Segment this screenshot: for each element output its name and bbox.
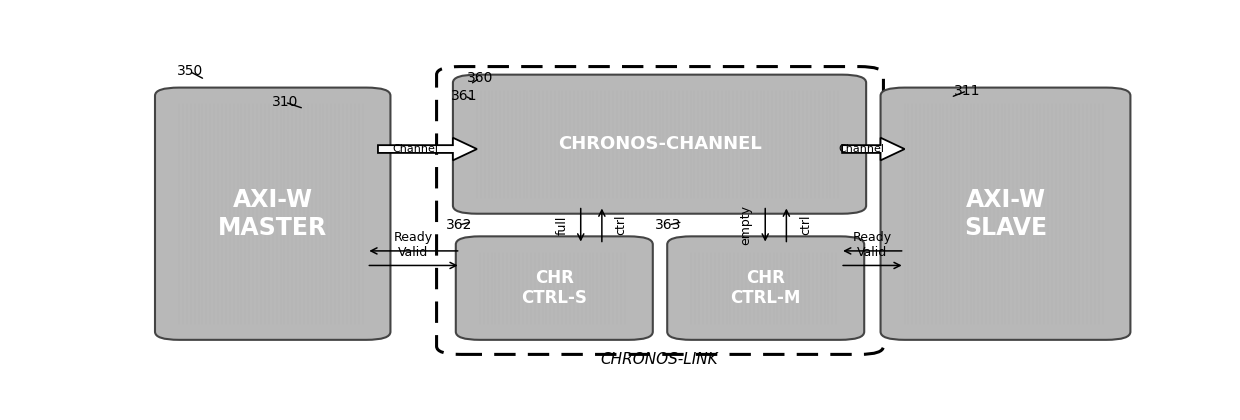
Text: Valid: Valid — [398, 246, 429, 259]
Polygon shape — [842, 138, 905, 160]
Text: full: full — [556, 215, 568, 235]
Polygon shape — [378, 138, 477, 160]
Text: Ready: Ready — [853, 231, 892, 244]
Text: 360: 360 — [466, 71, 494, 85]
Text: Channel: Channel — [838, 144, 884, 154]
Text: 361: 361 — [451, 89, 477, 102]
Text: ctrl: ctrl — [799, 215, 812, 235]
Text: empty: empty — [740, 205, 753, 245]
Text: CHR
CTRL-S: CHR CTRL-S — [521, 269, 588, 307]
Text: 350: 350 — [176, 64, 202, 79]
Text: 362: 362 — [445, 218, 472, 232]
Text: 310: 310 — [272, 95, 298, 109]
Text: 311: 311 — [954, 84, 981, 98]
Text: AXI-W
MASTER: AXI-W MASTER — [218, 188, 327, 240]
Text: Channel: Channel — [392, 144, 439, 154]
Text: CHRONOS-LINK: CHRONOS-LINK — [600, 352, 718, 367]
Text: CHR
CTRL-M: CHR CTRL-M — [730, 269, 801, 307]
Text: Valid: Valid — [857, 246, 888, 259]
FancyBboxPatch shape — [155, 88, 391, 340]
Text: Ready: Ready — [394, 231, 433, 244]
Text: ctrl: ctrl — [614, 215, 627, 235]
Text: 363: 363 — [655, 218, 681, 232]
FancyBboxPatch shape — [880, 88, 1131, 340]
FancyBboxPatch shape — [456, 236, 652, 340]
Text: CHRONOS-CHANNEL: CHRONOS-CHANNEL — [558, 135, 761, 153]
Text: AXI-W
SLAVE: AXI-W SLAVE — [963, 188, 1047, 240]
FancyBboxPatch shape — [453, 75, 866, 214]
FancyBboxPatch shape — [667, 236, 864, 340]
